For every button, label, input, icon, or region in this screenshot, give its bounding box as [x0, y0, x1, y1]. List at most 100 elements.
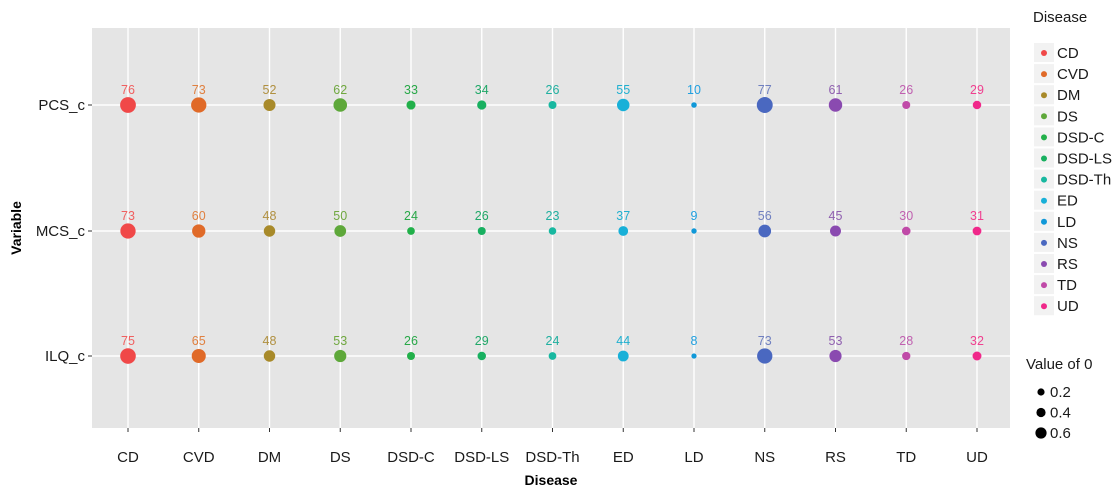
legend-key-UD	[1041, 303, 1047, 310]
point-PCS_c-UD	[972, 100, 982, 110]
legend-key-CVD	[1041, 71, 1047, 78]
x-tick-label-CVD: CVD	[183, 449, 215, 466]
data-label-PCS_c-NS: 77	[758, 83, 772, 97]
legend-title: Disease	[1033, 9, 1087, 26]
legend-label-CVD: CVD	[1057, 66, 1089, 83]
size-legend-label-0.2: 0.2	[1050, 384, 1071, 401]
size-legend-label-0.6: 0.6	[1050, 425, 1071, 442]
legend-key-DSD-LS	[1041, 155, 1047, 162]
point-ILQ_c-DSD-Th	[548, 352, 557, 360]
data-label-MCS_c-DSD-Th: 23	[546, 209, 560, 223]
legend-key-LD	[1041, 218, 1047, 225]
x-tick-label-NS: NS	[754, 449, 775, 466]
legend-key-DSD-C	[1041, 134, 1047, 141]
data-label-ILQ_c-ED: 44	[616, 334, 630, 348]
x-tick-label-CD: CD	[117, 449, 139, 466]
data-label-MCS_c-DS: 50	[333, 209, 347, 223]
size-legend: Value of 0 0.2 0.4 0.6	[1026, 356, 1092, 442]
legend-label-LD: LD	[1057, 214, 1076, 231]
x-tick-label-DM: DM	[258, 449, 281, 466]
data-label-PCS_c-DM: 52	[263, 83, 277, 97]
data-label-MCS_c-DM: 48	[263, 209, 277, 223]
legend-label-NS: NS	[1057, 235, 1078, 252]
x-tick-label-DSD-LS: DSD-LS	[454, 449, 509, 466]
point-ILQ_c-CVD	[191, 348, 206, 364]
point-PCS_c-DM	[263, 98, 276, 112]
data-label-MCS_c-RS: 45	[829, 209, 843, 223]
data-label-MCS_c-DSD-C: 24	[404, 209, 418, 223]
data-label-ILQ_c-NS: 73	[758, 334, 772, 348]
size-legend-title: Value of 0	[1026, 356, 1092, 373]
point-PCS_c-DSD-LS	[477, 100, 487, 110]
x-tick-label-ED: ED	[613, 449, 634, 466]
data-label-ILQ_c-DS: 53	[333, 334, 347, 348]
data-label-PCS_c-DSD-LS: 34	[475, 83, 489, 97]
legend-key-RS	[1041, 261, 1047, 267]
point-ILQ_c-RS	[829, 349, 842, 363]
data-label-PCS_c-RS: 61	[829, 83, 843, 97]
point-ILQ_c-DS	[334, 349, 347, 363]
point-ILQ_c-DSD-LS	[477, 351, 486, 361]
point-MCS_c-TD	[901, 226, 911, 236]
y-axis-title: Variable	[8, 201, 24, 255]
data-label-ILQ_c-RS: 53	[829, 334, 843, 348]
legend-label-TD: TD	[1057, 277, 1077, 294]
x-tick-label-RS: RS	[825, 449, 846, 466]
data-label-PCS_c-CVD: 73	[192, 83, 206, 97]
x-tick-label-UD: UD	[966, 449, 988, 466]
point-ILQ_c-ED	[617, 350, 629, 362]
color-legend: Disease CD CVD DM DS DSD-C DSD-LS DSD-Th ED LD NS…	[1033, 9, 1112, 316]
legend-key-ED	[1041, 197, 1047, 204]
point-ILQ_c-TD	[902, 351, 911, 361]
data-label-PCS_c-DSD-C: 33	[404, 83, 418, 97]
data-label-MCS_c-CD: 73	[121, 209, 135, 223]
data-label-ILQ_c-TD: 28	[899, 334, 913, 348]
point-MCS_c-DSD-LS	[477, 226, 486, 236]
legend-key-DSD-Th	[1041, 176, 1047, 183]
x-tick-label-DSD-Th: DSD-Th	[525, 449, 579, 466]
point-ILQ_c-UD	[972, 351, 982, 361]
data-label-PCS_c-DS: 62	[333, 83, 347, 97]
size-legend-label-0.4: 0.4	[1050, 405, 1071, 422]
data-label-PCS_c-TD: 26	[899, 83, 913, 97]
point-ILQ_c-NS	[757, 348, 773, 364]
data-labels: 76 73 52 62 33 34 26 55 10 77 61 26 29 73 60 48 50 24 26 23…	[121, 83, 984, 348]
y-tick-label-MCS_c: MCS_c	[36, 223, 86, 240]
size-legend-key-0.4	[1036, 407, 1046, 418]
point-PCS_c-LD	[691, 102, 697, 108]
legend-label-RS: RS	[1057, 256, 1078, 273]
point-MCS_c-ED	[618, 226, 629, 236]
legend-key-TD	[1041, 282, 1047, 289]
legend-key-CD	[1041, 50, 1047, 56]
x-axis-title: Disease	[525, 472, 578, 488]
point-PCS_c-CD	[120, 97, 136, 113]
legend-key-DM	[1041, 92, 1047, 99]
legend-label-ED: ED	[1057, 193, 1078, 210]
x-tick-label-LD: LD	[684, 449, 703, 466]
data-label-ILQ_c-LD: 8	[691, 334, 698, 348]
data-label-PCS_c-ED: 55	[616, 83, 630, 97]
legend-label-DSD-Th: DSD-Th	[1057, 172, 1111, 189]
y-tick-label-ILQ_c: ILQ_c	[45, 348, 86, 365]
data-points	[120, 97, 982, 364]
data-label-MCS_c-LD: 9	[691, 209, 698, 223]
x-tick-label-DS: DS	[330, 449, 351, 466]
data-label-PCS_c-LD: 10	[687, 83, 701, 97]
legend-key-DS	[1041, 113, 1047, 120]
point-MCS_c-CD	[120, 223, 136, 239]
legend-label-DSD-LS: DSD-LS	[1057, 151, 1112, 168]
point-PCS_c-TD	[902, 100, 911, 110]
data-label-ILQ_c-DSD-LS: 29	[475, 334, 489, 348]
point-PCS_c-NS	[756, 97, 773, 113]
point-PCS_c-ED	[616, 98, 630, 112]
legend-label-UD: UD	[1057, 298, 1079, 315]
data-label-ILQ_c-DSD-C: 26	[404, 334, 418, 348]
point-ILQ_c-LD	[691, 353, 697, 359]
data-label-ILQ_c-CVD: 65	[192, 334, 206, 348]
point-ILQ_c-DSD-C	[406, 351, 416, 361]
point-MCS_c-CVD	[192, 224, 206, 238]
point-MCS_c-NS	[758, 224, 772, 238]
point-MCS_c-DSD-C	[407, 227, 415, 235]
data-label-MCS_c-NS: 56	[758, 209, 772, 223]
